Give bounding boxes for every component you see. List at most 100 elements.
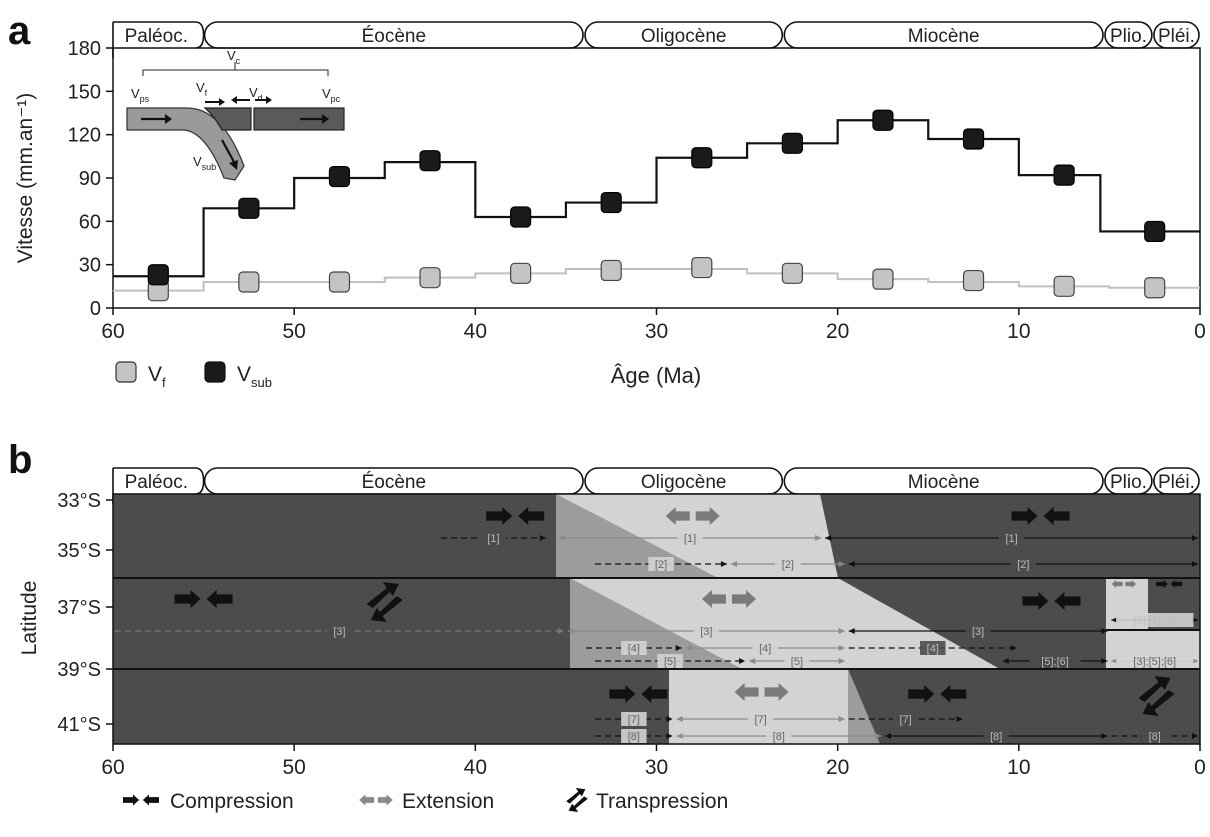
range-label-5: [2] bbox=[1017, 559, 1029, 571]
step-line-vsub bbox=[113, 119, 1200, 278]
range-label-bg-7 bbox=[693, 624, 720, 638]
legend-transpression-upper bbox=[566, 788, 586, 804]
range-label-bg-16 bbox=[1115, 654, 1194, 668]
epoch-label-1: Éocène bbox=[362, 26, 426, 47]
range-label-bg-4 bbox=[775, 557, 801, 571]
point-vsub-10 bbox=[1053, 164, 1075, 186]
x-tick-label-b-20: 20 bbox=[826, 756, 849, 779]
epoch-label-0: Paléoc. bbox=[125, 472, 188, 493]
y-tick-label-b-2: 37°S bbox=[57, 597, 101, 619]
range-tailhead-16 bbox=[1111, 658, 1118, 664]
range-arrowhead-19 bbox=[956, 716, 963, 722]
step-line-vf bbox=[113, 268, 1200, 292]
range-arrowhead-3 bbox=[720, 561, 727, 567]
compression-symbol-3 bbox=[174, 590, 233, 608]
compression-symbol-small-arrow-right bbox=[1170, 579, 1183, 589]
compression-symbol-3-arrow-right bbox=[206, 590, 233, 608]
range-label-bg-2 bbox=[998, 531, 1025, 545]
compression-symbol-1 bbox=[486, 507, 545, 525]
range-tailhead-15 bbox=[1002, 658, 1009, 664]
overriding-plate bbox=[253, 107, 345, 131]
legend-compression-symbol bbox=[123, 794, 159, 806]
range-label-7: [3] bbox=[700, 626, 712, 638]
x-axis-a: 60 50 40 30 20 10 0 bbox=[101, 308, 1206, 343]
range-tailhead-4 bbox=[730, 561, 737, 567]
y-tick-label-a-180: 180 bbox=[68, 38, 101, 60]
point-vsub-0 bbox=[147, 264, 169, 286]
compression-symbol-1-arrow-right bbox=[518, 507, 545, 525]
range-arrowhead-13 bbox=[739, 658, 746, 664]
x-axis-b: 60 50 40 30 20 10 0 bbox=[101, 744, 1206, 779]
x-tick-label-a-40: 40 bbox=[464, 320, 487, 343]
range-arrowhead-5 bbox=[1192, 561, 1198, 567]
range-arrowhead-2 bbox=[1192, 535, 1198, 541]
extension-symbol-1-arrow-left bbox=[665, 507, 690, 525]
y-tick-label-b-1: 35°S bbox=[57, 540, 101, 562]
range-label-21: [8] bbox=[773, 731, 785, 743]
vps-label: Vps bbox=[131, 86, 150, 104]
point-vsub-7 bbox=[781, 132, 803, 154]
epoch-label-2: Oligocène bbox=[641, 472, 727, 493]
range-arrowhead-11 bbox=[838, 645, 845, 651]
transpression-symbol-1-lower bbox=[370, 596, 403, 622]
epoch-pill-0 bbox=[113, 21, 205, 49]
legend-vf-swatch bbox=[115, 361, 137, 383]
point-vf-8 bbox=[872, 268, 894, 290]
y-tick-label-b-4: 41°S bbox=[57, 714, 101, 736]
x-tick-label-b-0: 0 bbox=[1194, 756, 1206, 779]
reference-ranges: [1] [1] [1] [2] [2] [2] [3] [3] [3] [3];[5];[6] [4… bbox=[115, 531, 1198, 743]
range-label-bg-5 bbox=[1010, 557, 1037, 571]
epoch-bar-b: Paléoc. Éocène Oligocène Miocène Plio. Pléi. bbox=[112, 467, 1200, 504]
range-label-bg-0 bbox=[480, 531, 507, 545]
range-label-bg-10 bbox=[621, 641, 647, 655]
y-tick-label-b-0: 33°S bbox=[57, 490, 101, 512]
range-label-bg-18 bbox=[747, 712, 774, 726]
range-tailhead-21 bbox=[676, 733, 683, 739]
vd-right-arrowhead bbox=[266, 96, 272, 104]
transition-zone-band-1 bbox=[556, 494, 718, 578]
point-vsub-5 bbox=[600, 191, 622, 214]
range-label-14: [5] bbox=[791, 656, 803, 668]
x-tick-label-b-60: 60 bbox=[101, 756, 124, 779]
point-vf-7 bbox=[781, 262, 803, 284]
transpression-symbol-1-upper bbox=[366, 582, 399, 608]
transpression-symbol-2-upper bbox=[1138, 676, 1171, 702]
vpc-label: Vpc bbox=[322, 86, 341, 104]
point-vf-2 bbox=[328, 271, 351, 293]
range-arrowhead-21 bbox=[874, 733, 881, 739]
range-label-10: [4] bbox=[628, 643, 640, 655]
legend-compression-label: Compression bbox=[170, 790, 294, 813]
x-tick-label-b-10: 10 bbox=[1007, 756, 1030, 779]
data-points bbox=[147, 109, 1166, 302]
range-arrowhead-0 bbox=[539, 535, 546, 541]
compression-symbol-3-arrow-left bbox=[174, 590, 201, 608]
y-tick-label-a-90: 90 bbox=[79, 168, 101, 190]
range-label-bg-9 bbox=[1115, 613, 1194, 627]
vc-bracket bbox=[142, 69, 329, 76]
compression-symbol-small-arrow-left bbox=[1156, 579, 1168, 589]
range-label-bg-19 bbox=[892, 712, 919, 726]
range-arrowhead-9 bbox=[1192, 617, 1198, 623]
transition-zone-band-2 bbox=[570, 578, 742, 669]
range-tailhead-18 bbox=[676, 716, 683, 722]
range-label-bg-6 bbox=[326, 624, 353, 638]
epoch-label-4: Plio. bbox=[1110, 26, 1147, 47]
compression-symbol-4-arrow-right bbox=[1054, 592, 1081, 610]
legend-vsub-label: Vsub bbox=[237, 363, 272, 390]
range-label-23: [8] bbox=[1149, 731, 1161, 743]
compression-symbol-4 bbox=[1022, 592, 1081, 610]
y-tick-label-a-150: 150 bbox=[68, 81, 101, 103]
extension-symbol-3-arrow-left bbox=[734, 683, 759, 701]
range-arrowhead-18 bbox=[838, 716, 845, 722]
x-tick-label-b-50: 50 bbox=[282, 756, 305, 779]
range-label-bg-8 bbox=[965, 624, 991, 638]
range-arrowhead-8 bbox=[1101, 628, 1108, 634]
extension-symbol-2-arrow-left bbox=[701, 590, 726, 608]
extension-symbol-2 bbox=[701, 590, 756, 608]
point-vf-11 bbox=[1144, 277, 1166, 299]
point-vsub-8 bbox=[872, 109, 894, 131]
range-label-bg-13 bbox=[657, 654, 683, 668]
y-tick-label-a-30: 30 bbox=[79, 255, 101, 277]
legend-vf-label: Vf bbox=[148, 363, 166, 390]
